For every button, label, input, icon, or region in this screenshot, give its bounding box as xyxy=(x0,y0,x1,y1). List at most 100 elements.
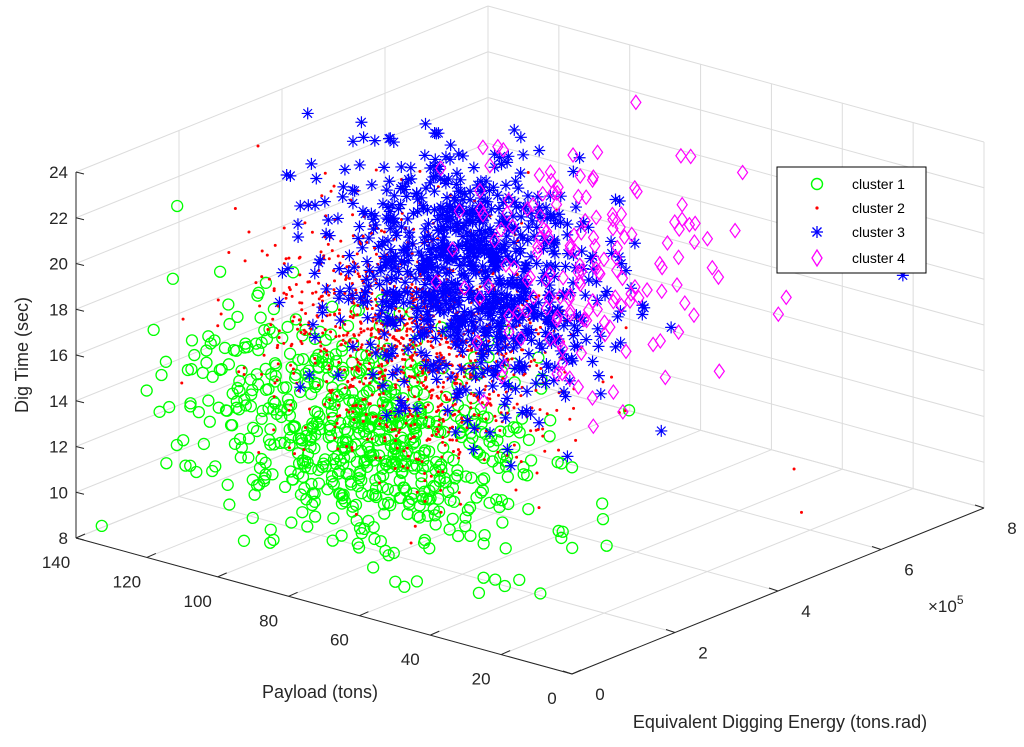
data-point-circle xyxy=(446,512,459,525)
data-point-asterisk xyxy=(444,200,457,213)
x-axis-label: Payload (tons) xyxy=(262,682,378,702)
data-point-asterisk xyxy=(356,241,369,254)
data-point-asterisk xyxy=(570,309,583,322)
data-point-dot xyxy=(572,406,576,410)
data-point-dot xyxy=(365,437,369,441)
data-point-dot xyxy=(439,353,443,357)
data-point-circle xyxy=(362,420,376,433)
data-point-circle xyxy=(349,411,362,424)
data-point-dot xyxy=(436,405,440,409)
data-point-asterisk xyxy=(517,273,530,286)
data-point-dot xyxy=(395,329,399,333)
data-point-circle xyxy=(320,361,334,374)
data-point-asterisk xyxy=(401,212,414,225)
data-point-asterisk xyxy=(424,321,437,334)
data-point-dot xyxy=(327,364,331,368)
data-point-dot xyxy=(458,502,462,506)
data-point-dot xyxy=(267,277,271,281)
data-point-diamond xyxy=(544,265,556,282)
data-point-dot xyxy=(447,352,451,356)
data-point-circle xyxy=(255,452,268,466)
data-point-dot xyxy=(314,290,318,294)
data-point-dot xyxy=(410,282,414,286)
data-point-asterisk xyxy=(561,247,574,260)
data-point-asterisk xyxy=(506,271,519,284)
data-point-diamond xyxy=(598,314,611,331)
data-point-asterisk xyxy=(531,190,544,203)
data-point-dot xyxy=(400,336,404,340)
data-point-dot xyxy=(325,349,329,353)
data-point-circle xyxy=(281,403,294,416)
data-point-circle xyxy=(376,462,389,475)
data-point-circle xyxy=(235,441,248,454)
data-point-asterisk xyxy=(496,308,509,321)
y-tick-label: 8 xyxy=(1007,519,1016,538)
data-point-asterisk xyxy=(429,299,442,312)
data-point-asterisk xyxy=(568,340,581,353)
data-point-dot xyxy=(501,376,505,380)
data-point-circle xyxy=(242,451,255,464)
data-point-dot xyxy=(382,230,386,234)
data-point-circle xyxy=(212,401,225,414)
data-point-circle xyxy=(242,432,256,445)
data-point-asterisk xyxy=(521,189,534,202)
data-point-circle xyxy=(308,495,321,508)
data-point-dot xyxy=(347,410,351,414)
data-point-dot xyxy=(289,363,293,367)
data-point-asterisk xyxy=(461,250,474,263)
data-point-circle xyxy=(369,474,382,487)
data-point-dot xyxy=(293,452,297,456)
data-point-circle xyxy=(283,423,296,436)
data-point-dot xyxy=(420,460,424,464)
data-point-circle xyxy=(371,366,384,379)
data-point-dot xyxy=(395,354,399,358)
data-point-asterisk xyxy=(541,212,554,225)
data-point-asterisk xyxy=(437,287,450,300)
data-point-circle xyxy=(476,484,489,497)
y-axis-label: Equivalent Digging Energy (tons.rad) xyxy=(633,712,927,732)
data-point-asterisk xyxy=(502,150,515,163)
data-point-dot xyxy=(446,430,450,434)
data-point-dot xyxy=(361,234,365,238)
data-point-dot xyxy=(555,408,559,412)
data-point-asterisk xyxy=(553,208,566,221)
data-point-dot xyxy=(266,327,270,331)
data-point-asterisk xyxy=(430,373,443,386)
data-point-circle xyxy=(311,377,324,391)
data-point-asterisk xyxy=(385,300,398,313)
data-point-dot xyxy=(498,429,502,433)
data-point-asterisk xyxy=(533,144,546,157)
data-point-asterisk xyxy=(498,398,511,411)
data-point-asterisk xyxy=(392,405,405,418)
data-point-circle xyxy=(492,461,505,475)
data-point-circle xyxy=(475,474,489,487)
data-point-asterisk xyxy=(348,261,361,274)
data-point-dot xyxy=(359,327,363,331)
data-point-asterisk xyxy=(456,193,469,206)
data-point-diamond xyxy=(586,172,599,189)
data-point-diamond xyxy=(675,147,687,164)
data-point-dot xyxy=(233,206,237,210)
data-point-asterisk xyxy=(512,182,525,195)
z-tick-mark xyxy=(75,308,85,312)
data-point-dot xyxy=(321,331,325,335)
data-point-dot xyxy=(287,285,291,289)
data-point-dot xyxy=(338,414,342,418)
data-point-circle xyxy=(355,474,368,487)
data-point-asterisk xyxy=(564,286,577,299)
data-point-asterisk xyxy=(655,424,668,437)
x-tick-mark xyxy=(146,552,157,558)
data-point-diamond xyxy=(484,157,496,174)
data-point-diamond xyxy=(573,273,586,290)
data-point-circle xyxy=(200,344,213,357)
data-point-circle xyxy=(263,322,276,336)
data-point-dot xyxy=(343,386,347,390)
data-point-dot xyxy=(441,440,445,444)
data-point-dot xyxy=(399,369,403,373)
data-point-asterisk xyxy=(411,205,424,218)
data-point-dot xyxy=(356,272,360,276)
data-point-dot xyxy=(536,332,540,336)
data-point-asterisk xyxy=(382,132,395,145)
data-point-dot xyxy=(374,168,378,172)
data-point-asterisk xyxy=(440,359,453,372)
